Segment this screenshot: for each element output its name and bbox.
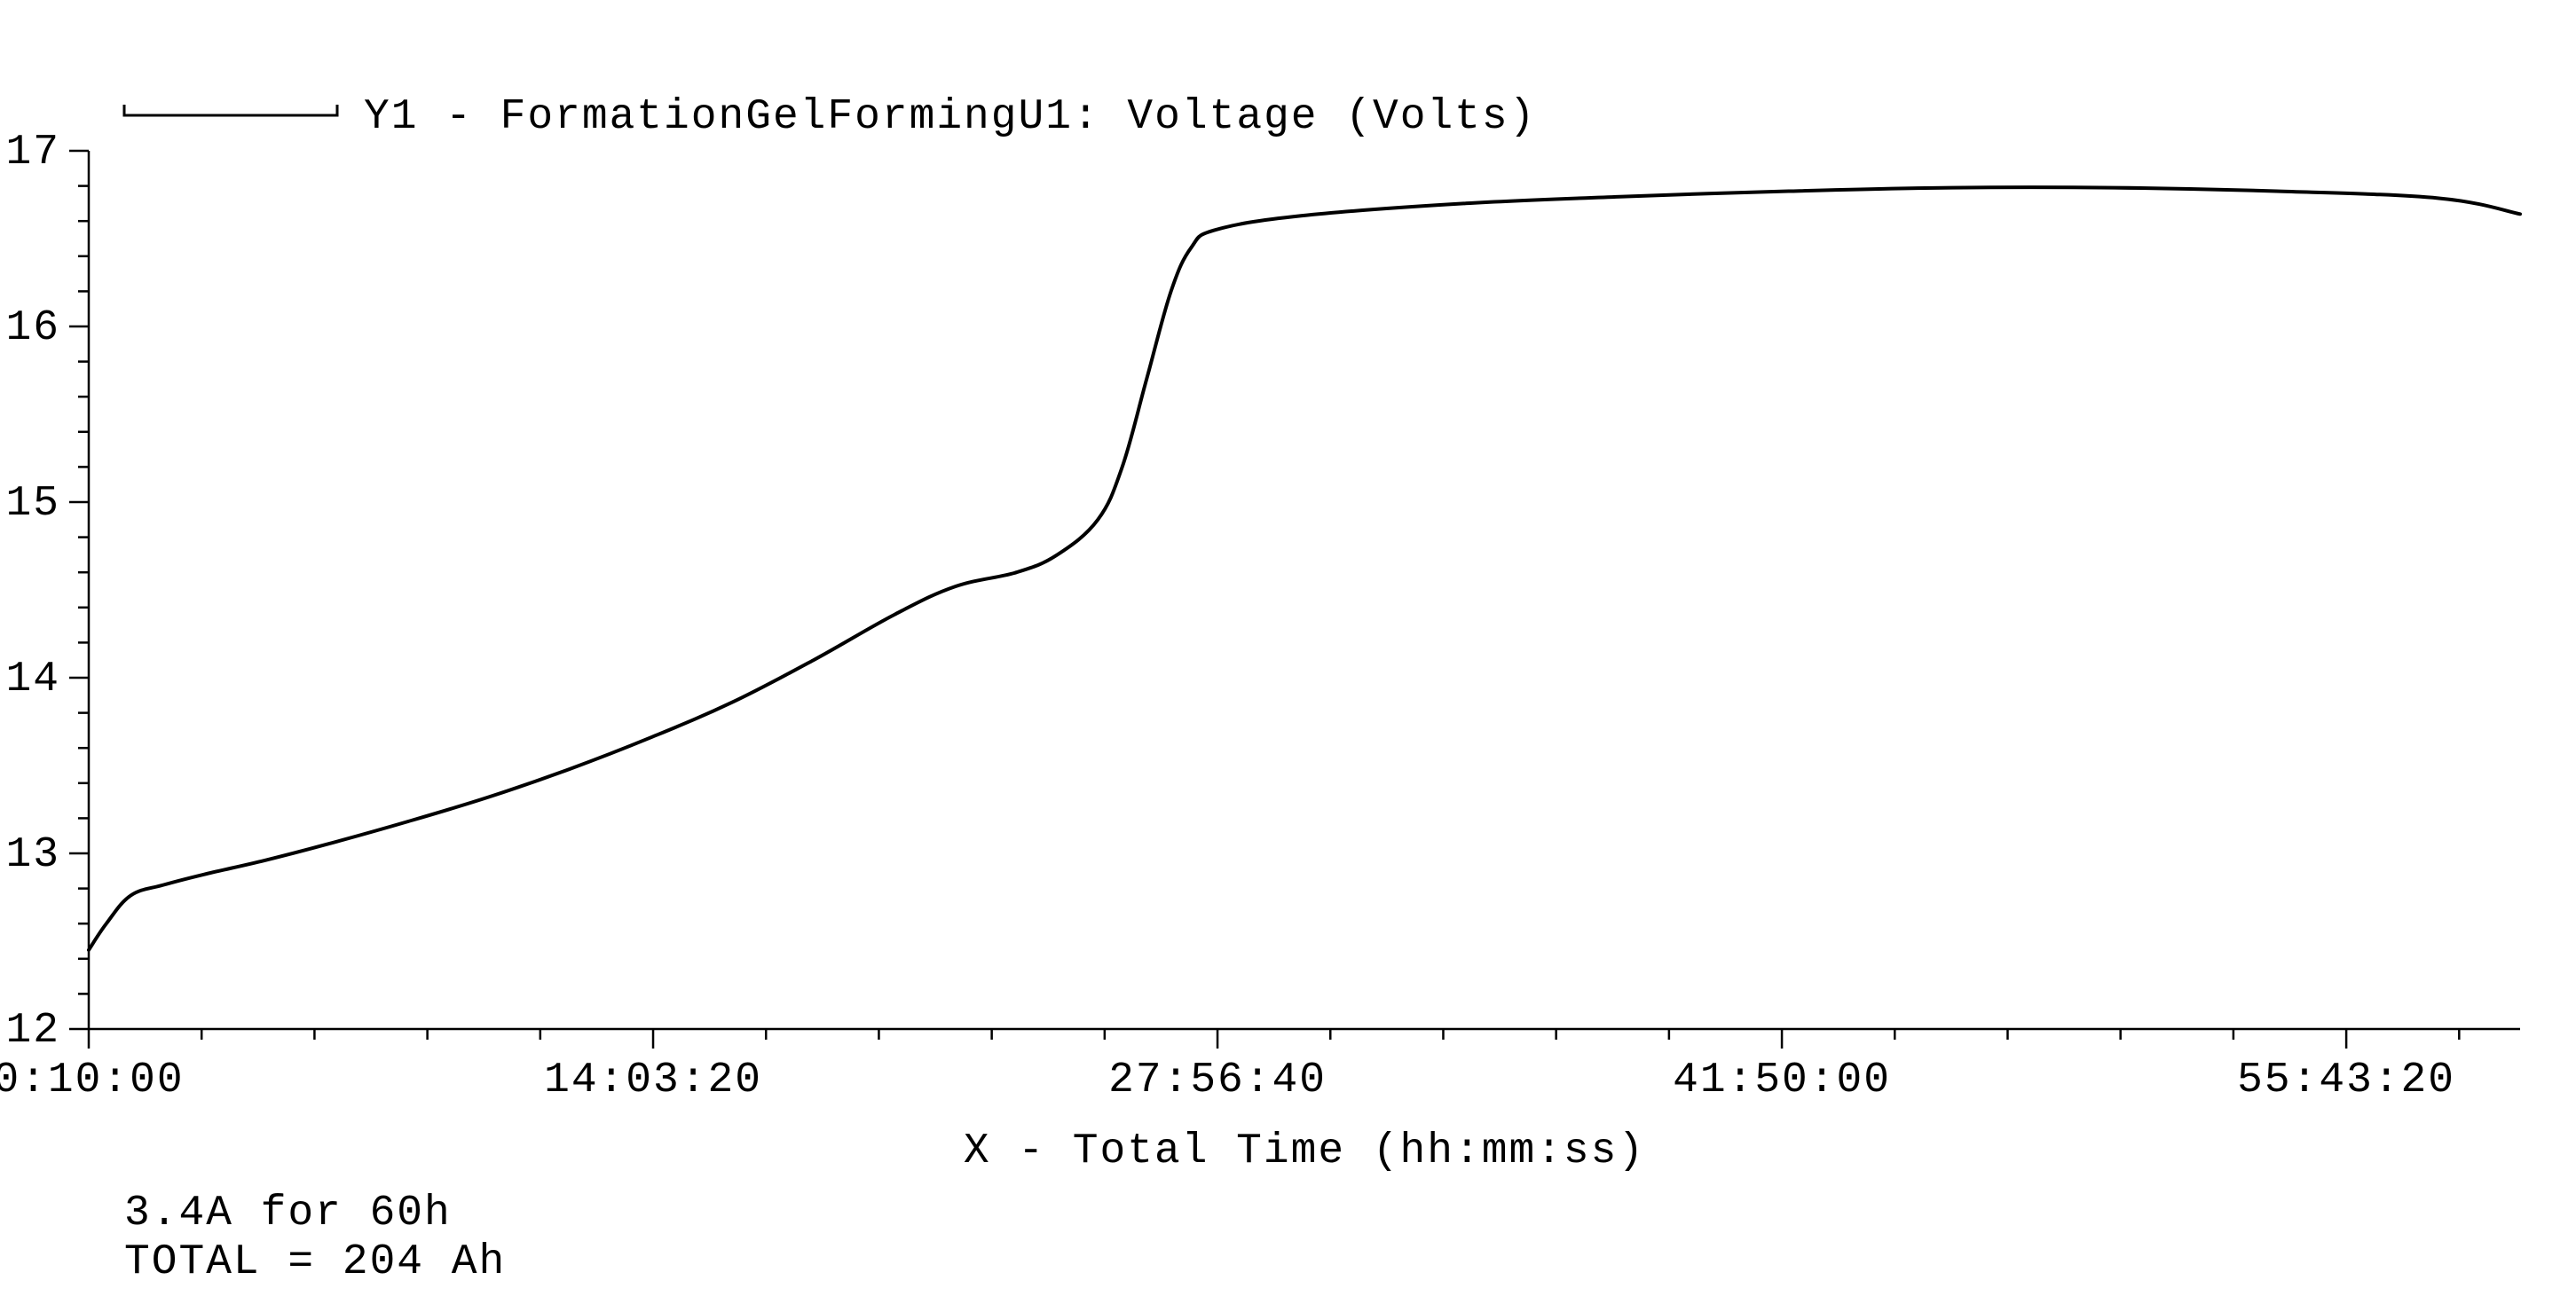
y-tick-label: 17: [6, 129, 60, 177]
annotation-line-2: TOTAL = 204 Ah: [124, 1238, 506, 1286]
y-tick-label: 16: [6, 304, 60, 352]
x-tick-label: 14:03:20: [544, 1057, 762, 1104]
x-tick-label: 27:56:40: [1108, 1057, 1327, 1104]
chart-container: 12 13 14 15 16 17 0:10:00 14:03:20 27:56:40 41:50…: [0, 0, 2576, 1304]
x-tick-label: 41:50:00: [1673, 1057, 1891, 1104]
y-tick-label: 12: [6, 1007, 60, 1055]
x-tick-label: 0:10:00: [0, 1057, 185, 1104]
legend-line-sample: [124, 105, 337, 115]
legend-label: Y1 - FormationGelFormingU1: Voltage (Vol…: [364, 93, 1536, 141]
x-axis-label: X - Total Time (hh:mm:ss): [964, 1127, 1645, 1175]
voltage-series-line: [89, 187, 2520, 950]
y-tick-label: 14: [6, 656, 60, 703]
voltage-vs-time-chart: 12 13 14 15 16 17 0:10:00 14:03:20 27:56:40 41:50…: [0, 0, 2576, 1304]
annotation-line-1: 3.4A for 60h: [124, 1190, 452, 1237]
y-tick-label: 13: [6, 831, 60, 879]
x-tick-label: 55:43:20: [2237, 1057, 2455, 1104]
y-tick-label: 15: [6, 480, 60, 528]
